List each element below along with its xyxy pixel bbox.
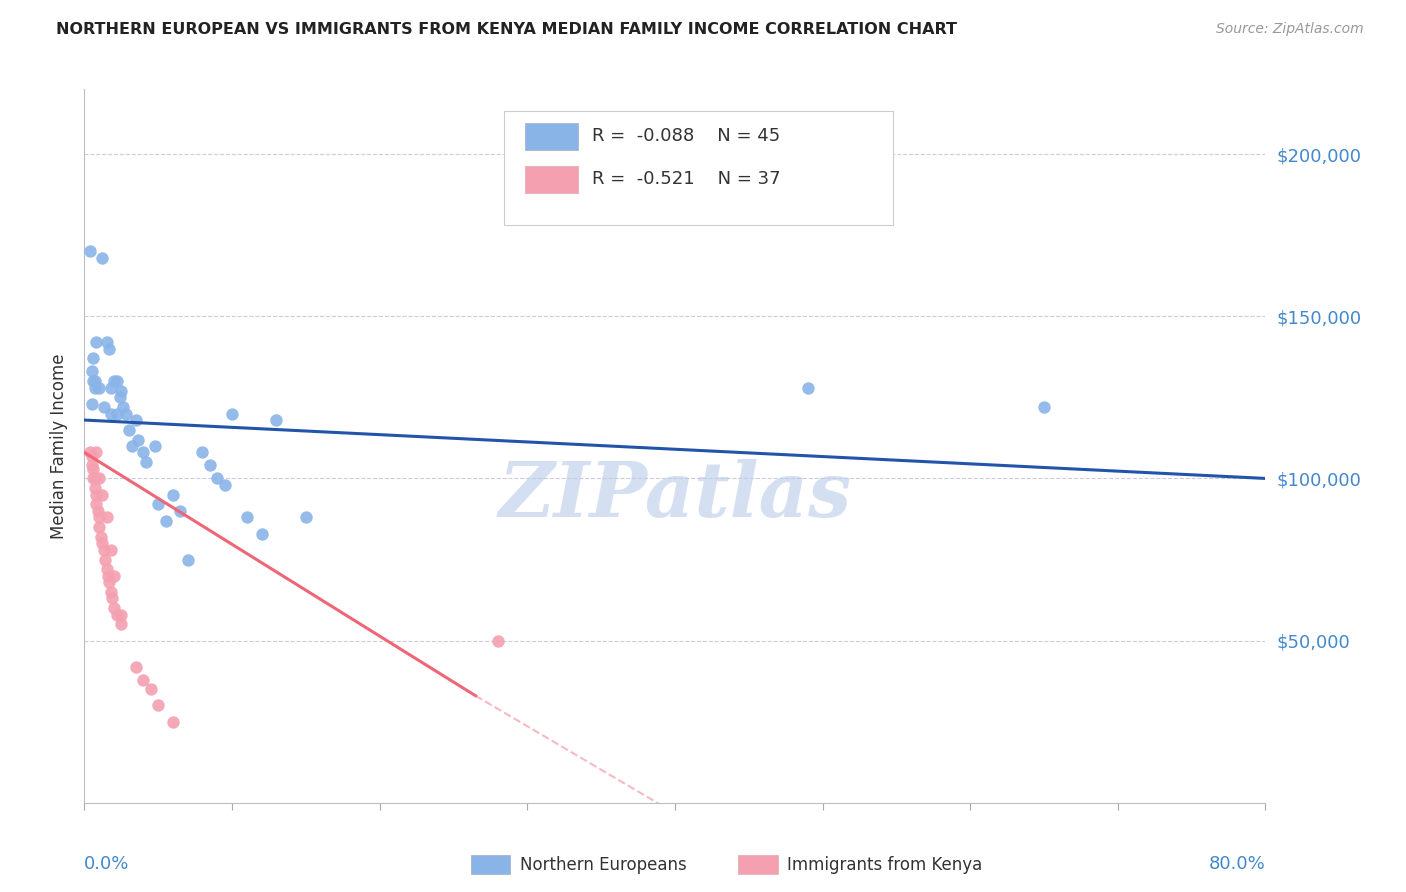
Point [84,335,107,350]
Point [111,400,134,414]
Point [198,458,221,473]
Point [93,400,115,414]
Point [91,488,114,502]
Point [79,244,101,259]
Point [93,542,115,557]
Point [139,682,162,697]
Point [108,390,131,404]
FancyBboxPatch shape [503,111,893,225]
Point [100,542,122,557]
Text: 80.0%: 80.0% [1209,855,1265,872]
Point [191,445,214,459]
Point [89,471,111,485]
Point [205,471,228,485]
Point [121,439,143,453]
Point [214,478,236,492]
Point [221,407,243,421]
Point [236,510,259,524]
Point [143,439,166,453]
Point [97,568,120,582]
Text: Immigrants from Kenya: Immigrants from Kenya [787,856,983,874]
Point [162,714,184,729]
Point [91,536,114,550]
Point [89,520,111,534]
Point [110,617,132,632]
Text: NORTHERN EUROPEAN VS IMMIGRANTS FROM KENYA MEDIAN FAMILY INCOME CORRELATION CHAR: NORTHERN EUROPEAN VS IMMIGRANTS FROM KEN… [56,22,957,37]
Point [132,673,155,687]
Point [96,562,118,576]
Point [80,364,103,378]
Point [79,445,101,459]
Point [110,384,132,398]
Point [98,575,121,590]
Point [84,497,107,511]
Text: ZIPatlas: ZIPatlas [498,459,852,533]
Point [148,497,170,511]
Bar [524,123,578,150]
Point [96,510,118,524]
Point [103,568,125,582]
Point [105,607,128,622]
Point [80,458,103,473]
Point [82,461,104,475]
Point [135,455,157,469]
Point [83,381,105,395]
Point [110,607,132,622]
Point [125,413,148,427]
Y-axis label: Median Family Income: Median Family Income [51,353,69,539]
Point [83,471,105,485]
Point [84,488,107,502]
Text: Source: ZipAtlas.com: Source: ZipAtlas.com [1216,22,1364,37]
Point [264,413,288,427]
Point [84,445,107,459]
Point [100,381,122,395]
Point [80,449,103,463]
Point [89,510,111,524]
Point [1032,400,1054,414]
Point [82,471,104,485]
Point [90,530,112,544]
Point [148,698,170,713]
Point [98,342,121,356]
Point [127,433,149,447]
Point [105,407,128,421]
Point [103,374,125,388]
Point [103,601,125,615]
Point [91,251,114,265]
Text: 0.0%: 0.0% [84,855,129,872]
Bar [524,166,578,193]
Point [250,526,273,541]
Point [118,423,141,437]
Point [82,374,104,388]
Point [295,510,318,524]
Text: R =  -0.088    N = 45: R = -0.088 N = 45 [592,128,780,145]
Point [83,374,105,388]
Point [96,335,118,350]
Point [80,397,103,411]
Point [796,381,818,395]
Point [125,659,148,673]
Point [177,552,200,566]
Point [89,381,111,395]
Text: R =  -0.521    N = 37: R = -0.521 N = 37 [592,170,780,188]
Point [169,504,191,518]
Text: Northern Europeans: Northern Europeans [520,856,688,874]
Point [100,407,122,421]
Point [100,585,122,599]
Point [162,488,184,502]
Point [86,504,108,518]
Point [83,481,105,495]
Point [101,591,124,606]
Point [82,351,104,366]
Point [94,552,117,566]
Point [105,374,128,388]
Point [132,445,155,459]
Point [114,407,136,421]
Point [155,514,177,528]
Point [486,633,509,648]
